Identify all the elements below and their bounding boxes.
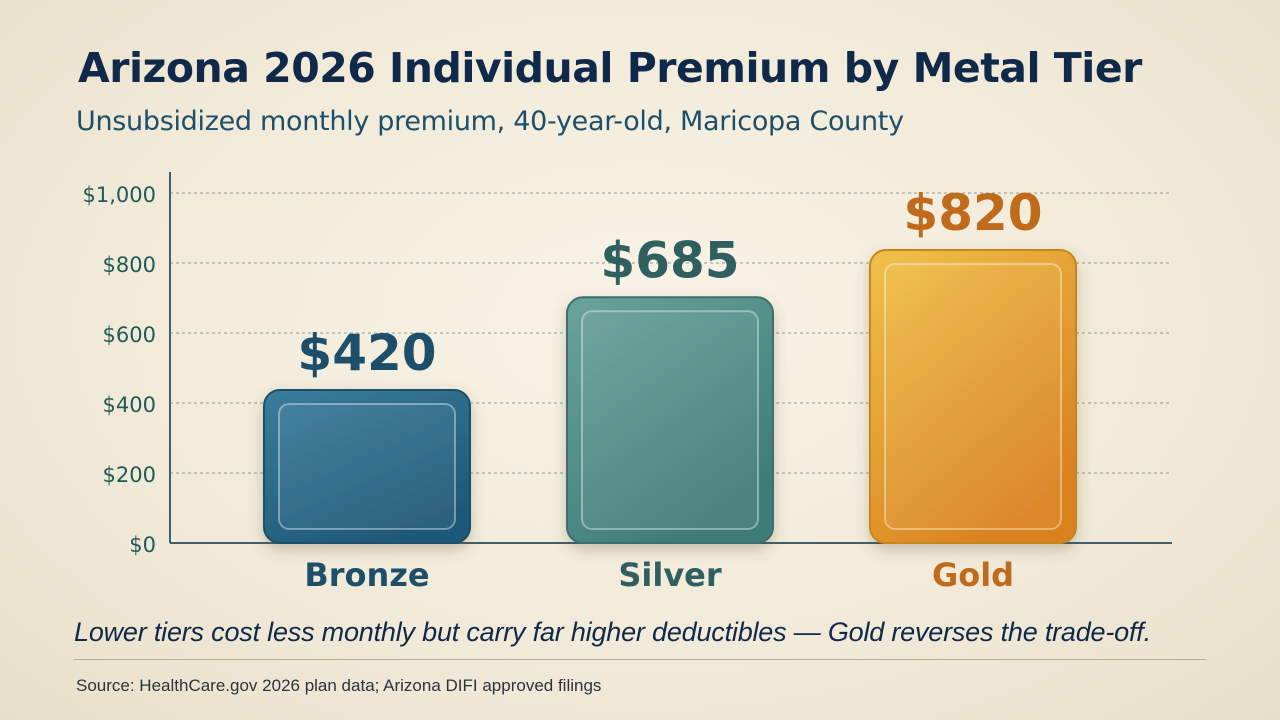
bar-inner-panel [884,263,1062,530]
labels: $420 Bronze $685 Silver $820 Gold [297,184,1042,594]
category-label: Gold [932,556,1014,594]
value-label: $820 [903,184,1042,242]
bar-gold [869,249,1077,544]
y-tick-label: $800 [103,253,156,277]
bar-body [263,389,471,544]
bar-inner-panel [278,403,456,530]
value-label: $685 [600,231,739,289]
bar-body [869,249,1077,544]
category-label: Bronze [304,556,429,594]
y-tick-label: $0 [129,533,156,557]
source-note: Source: HealthCare.gov 2026 plan data; A… [76,676,602,695]
value-label: $420 [297,324,436,382]
takeaway-note: Lower tiers cost less monthly but carry … [74,617,1151,647]
y-tick-label: $200 [103,463,156,487]
bar-inner-panel [581,310,759,530]
bar-silver [566,296,774,544]
y-tick-label: $600 [103,323,156,347]
bars [263,249,1077,544]
footer-divider [74,659,1206,660]
y-tick-label: $400 [103,393,156,417]
chart-title: Arizona 2026 Individual Premium by Metal… [78,44,1142,92]
bar-body [566,296,774,544]
bar-bronze [263,389,471,544]
y-tick-label: $1,000 [83,183,156,207]
category-label: Silver [618,556,722,594]
chart-subtitle: Unsubsidized monthly premium, 40-year-ol… [76,106,904,137]
